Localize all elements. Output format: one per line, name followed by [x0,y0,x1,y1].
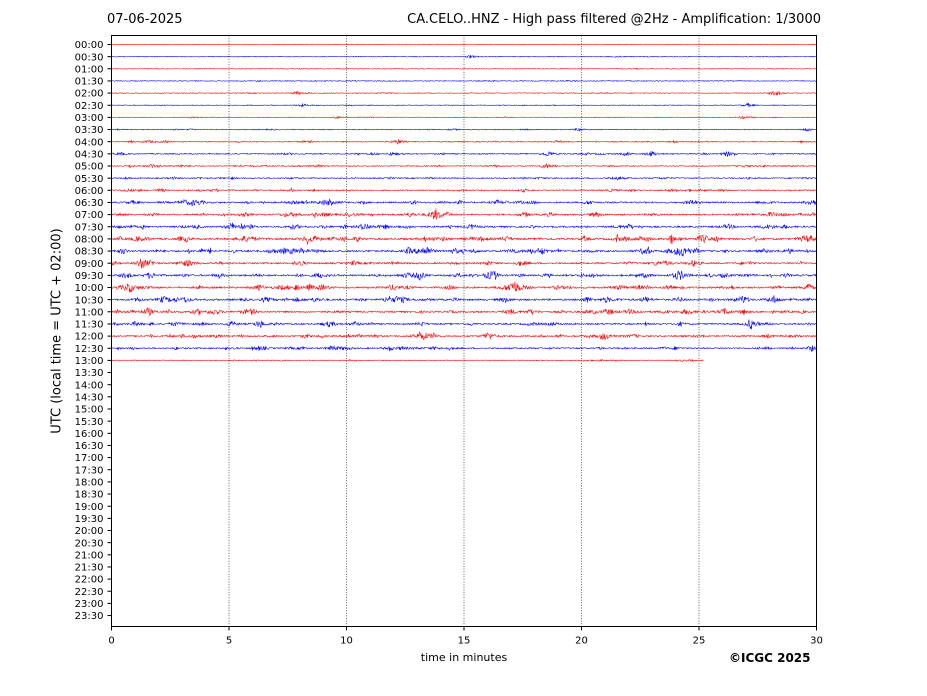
y-tick-label: 06:30 [75,198,104,209]
seismogram-trace-1200 [111,331,817,341]
x-tick-label: 0 [108,636,114,647]
seismogram-trace-0530 [111,176,817,181]
seismogram-trace-0600 [111,187,817,194]
seismogram-trace-0730 [111,222,817,231]
y-tick-label: 15:00 [75,405,104,416]
y-tick-label: 18:30 [75,490,104,501]
seismogram-trace-0900 [111,258,817,269]
x-axis-label: time in minutes [420,651,508,664]
seismogram-trace-0330 [111,127,817,132]
seismogram-trace-0300 [111,115,817,120]
seismogram-trace-0200 [111,90,817,96]
seismogram-trace-1100 [111,307,817,317]
x-tick-label: 15 [458,636,471,647]
y-tick-label: 00:30 [75,52,104,63]
y-tick-label: 22:30 [75,587,104,598]
seismogram-trace-0030 [111,55,817,60]
y-tick-label: 20:00 [75,526,104,537]
seismogram-trace-0500 [111,163,817,169]
seismogram-trace-1300 [111,358,704,362]
y-tick-label: 03:30 [75,125,104,136]
y-tick-label: 11:00 [75,307,104,318]
y-tick-label: 17:30 [75,465,104,476]
plot-frame [111,35,817,627]
y-tick-label: 08:30 [75,247,104,258]
y-tick-label: 07:30 [75,222,104,233]
copyright-label: ©ICGC 2025 [729,651,811,665]
y-tick-label: 14:00 [75,380,104,391]
y-tick-label: 13:30 [75,368,104,379]
y-tick-label: 12:30 [75,344,104,355]
y-tick-label: 05:00 [75,162,104,173]
y-tick-label: 11:30 [75,320,104,331]
seismogram-trace-0630 [111,198,817,207]
vertical-gridlines [228,35,700,627]
y-tick-label: 19:30 [75,514,104,525]
y-tick-label: 01:00 [75,64,104,75]
seismogram-trace-0430 [111,151,817,157]
x-tick-label: 10 [340,636,353,647]
y-tick-label: 12:00 [75,332,104,343]
date-label: 07-06-2025 [107,12,183,27]
y-tick-label: 09:30 [75,271,104,282]
y-tick-label: 05:30 [75,174,104,185]
x-axis-ticks: 0 5 10 15 20 25 30 [108,626,823,647]
y-tick-label: 02:00 [75,89,104,100]
y-tick-label: 21:00 [75,550,104,561]
x-tick-label: 5 [226,636,232,647]
y-tick-label: 10:30 [75,295,104,306]
seismogram-trace-0130 [111,79,817,83]
y-tick-label: 16:00 [75,429,104,440]
y-tick-label: 07:00 [75,210,104,221]
y-tick-label: 21:30 [75,563,104,574]
y-tick-label: 13:00 [75,356,104,367]
x-tick-label: 25 [693,636,706,647]
chart-title: CA.CELO..HNZ - High pass filtered @2Hz -… [407,12,821,27]
y-tick-label: 19:00 [75,502,104,513]
seismogram-trace-0930 [111,270,817,281]
y-tick-label: 18:00 [75,478,104,489]
y-tick-label: 00:00 [75,40,104,51]
x-tick-label: 30 [810,636,823,647]
y-tick-label: 14:30 [75,392,104,403]
y-tick-label: 23:00 [75,599,104,610]
seismogram-trace-1130 [111,318,817,330]
y-tick-label: 10:00 [75,283,104,294]
y-tick-label: 01:30 [75,77,104,88]
y-tick-label: 02:30 [75,101,104,112]
seismogram-trace-0700 [111,208,817,220]
y-tick-label: 03:00 [75,113,104,124]
y-tick-label: 15:30 [75,417,104,428]
seismogram-trace-0400 [111,138,817,145]
seismogram-trace-0230 [111,102,817,108]
y-tick-label: 20:30 [75,538,104,549]
seismogram-trace-0800 [111,233,817,245]
y-tick-label: 06:00 [75,186,104,197]
seismogram-trace-0830 [111,246,817,257]
y-tick-label: 23:30 [75,611,104,622]
y-tick-label: 17:00 [75,453,104,464]
seismogram-trace-0000 [111,43,817,46]
seismogram-trace-0100 [111,67,817,70]
seismogram-trace-1000 [111,281,817,293]
x-tick-label: 20 [575,636,588,647]
y-tick-label: 08:00 [75,235,104,246]
y-tick-label: 16:30 [75,441,104,452]
y-tick-label: 04:00 [75,137,104,148]
y-tick-label: 04:30 [75,149,104,160]
seismogram-trace-1030 [111,295,817,304]
y-tick-label: 22:00 [75,575,104,586]
y-tick-label: 09:00 [75,259,104,270]
seismogram-traces [111,43,817,362]
seismogram-trace-1230 [111,344,817,352]
